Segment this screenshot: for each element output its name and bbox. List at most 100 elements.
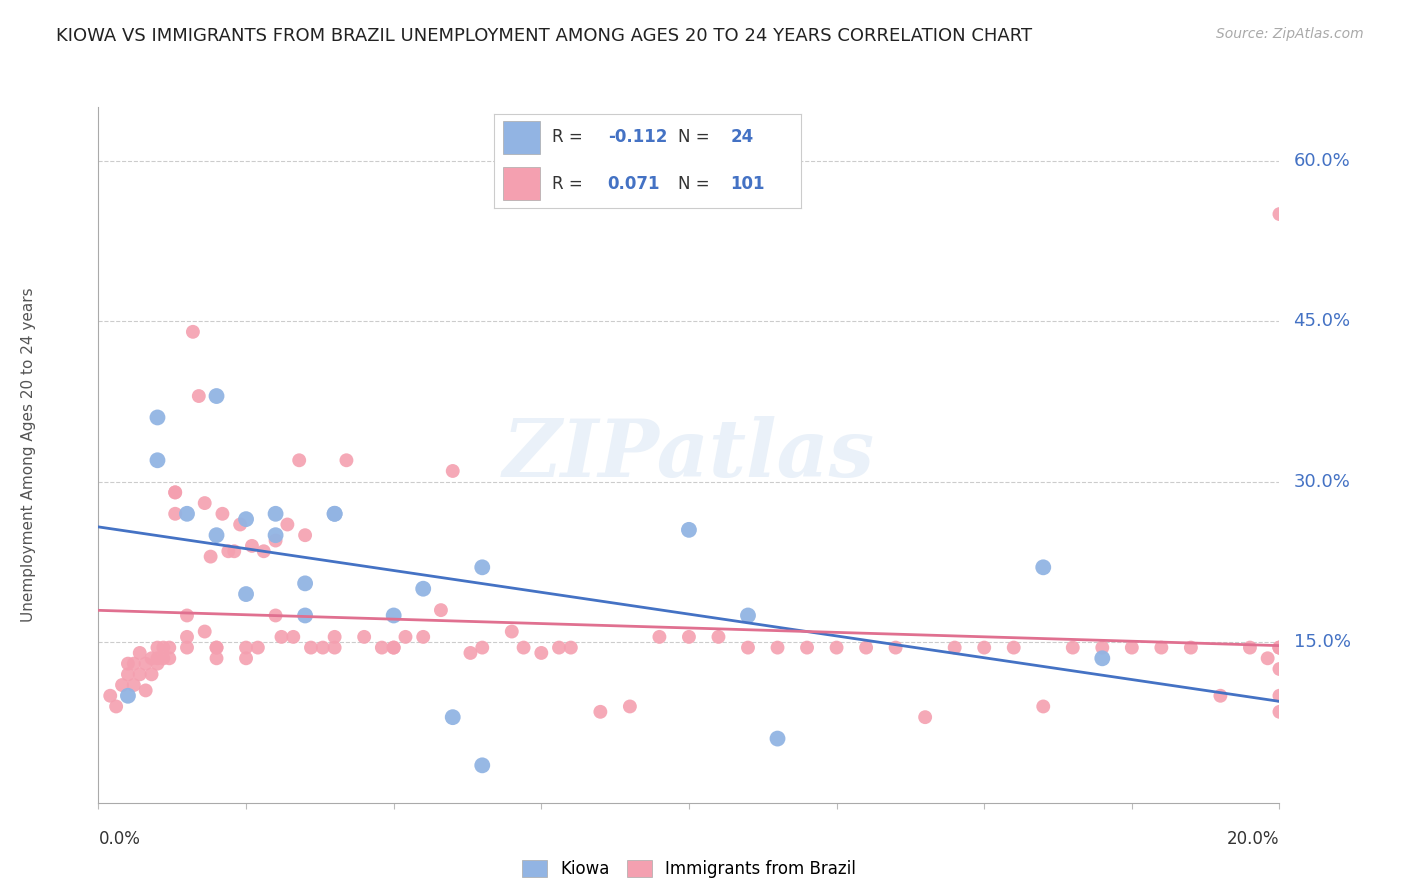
Point (229, 517, 252, 532)
Point (441, 710, 464, 724)
Point (648, 630, 671, 644)
Point (205, 528, 228, 542)
Point (205, 651, 228, 665)
Point (1257, 651, 1279, 665)
Text: 20.0%: 20.0% (1227, 830, 1279, 847)
Point (194, 624, 217, 639)
Point (382, 640, 405, 655)
Point (235, 640, 257, 655)
Point (1239, 640, 1261, 655)
Point (471, 758, 494, 772)
Point (1002, 640, 1025, 655)
Point (146, 410, 169, 425)
Point (264, 528, 287, 542)
Point (105, 699, 128, 714)
Point (471, 560, 494, 574)
Point (884, 640, 907, 655)
Point (825, 640, 848, 655)
Point (1091, 651, 1114, 665)
Point (323, 507, 346, 521)
Point (270, 630, 292, 644)
Point (1268, 207, 1291, 221)
Point (200, 549, 222, 564)
Point (141, 667, 163, 681)
Point (394, 630, 416, 644)
Point (246, 640, 269, 655)
Point (235, 651, 257, 665)
Point (471, 640, 494, 655)
Text: 0.0%: 0.0% (98, 830, 141, 847)
Point (128, 646, 150, 660)
Point (1209, 689, 1232, 703)
Point (276, 517, 298, 532)
Point (146, 640, 169, 655)
Point (1150, 640, 1173, 655)
Point (135, 657, 157, 671)
Point (283, 630, 305, 644)
Text: KIOWA VS IMMIGRANTS FROM BRAZIL UNEMPLOYMENT AMONG AGES 20 TO 24 YEARS CORRELATI: KIOWA VS IMMIGRANTS FROM BRAZIL UNEMPLOY… (56, 27, 1032, 45)
Point (335, 453, 357, 467)
Text: 30.0%: 30.0% (1294, 473, 1350, 491)
Point (737, 640, 759, 655)
Point (135, 683, 157, 698)
Point (294, 608, 316, 623)
Point (766, 640, 789, 655)
Point (560, 640, 582, 655)
Point (678, 630, 700, 644)
Point (235, 512, 257, 526)
Point (187, 389, 209, 403)
Point (707, 630, 730, 644)
Point (312, 640, 335, 655)
Point (253, 544, 276, 558)
Point (1121, 640, 1143, 655)
Point (1032, 699, 1054, 714)
Point (176, 608, 198, 623)
Point (1268, 640, 1291, 655)
Point (122, 678, 145, 692)
Point (678, 523, 700, 537)
Point (855, 640, 877, 655)
Point (176, 630, 198, 644)
Point (117, 657, 139, 671)
Point (181, 325, 204, 339)
Text: 15.0%: 15.0% (1294, 633, 1351, 651)
Point (323, 630, 346, 644)
Point (323, 640, 346, 655)
Point (217, 544, 239, 558)
Point (441, 464, 464, 478)
Point (1032, 560, 1054, 574)
Point (205, 389, 228, 403)
Text: 60.0%: 60.0% (1294, 152, 1350, 169)
Point (512, 640, 534, 655)
Point (146, 651, 169, 665)
Point (146, 453, 169, 467)
Point (264, 507, 287, 521)
Point (205, 640, 228, 655)
Point (943, 640, 966, 655)
Point (323, 507, 346, 521)
Point (294, 528, 316, 542)
Point (1268, 640, 1291, 655)
Point (430, 603, 453, 617)
Point (264, 533, 287, 548)
Point (98, 689, 121, 703)
Point (371, 640, 394, 655)
Point (353, 630, 375, 644)
Point (1180, 640, 1202, 655)
Point (1268, 662, 1291, 676)
Point (111, 678, 134, 692)
Point (176, 640, 198, 655)
Point (737, 608, 759, 623)
Point (165, 485, 187, 500)
Point (589, 705, 612, 719)
Point (117, 689, 139, 703)
Text: 45.0%: 45.0% (1294, 312, 1351, 330)
Text: Unemployment Among Ages 20 to 24 years: Unemployment Among Ages 20 to 24 years (21, 287, 35, 623)
Point (766, 731, 789, 746)
Point (194, 496, 217, 510)
Point (211, 507, 233, 521)
Point (412, 582, 434, 596)
Point (530, 646, 553, 660)
Point (1062, 640, 1084, 655)
Point (299, 640, 322, 655)
